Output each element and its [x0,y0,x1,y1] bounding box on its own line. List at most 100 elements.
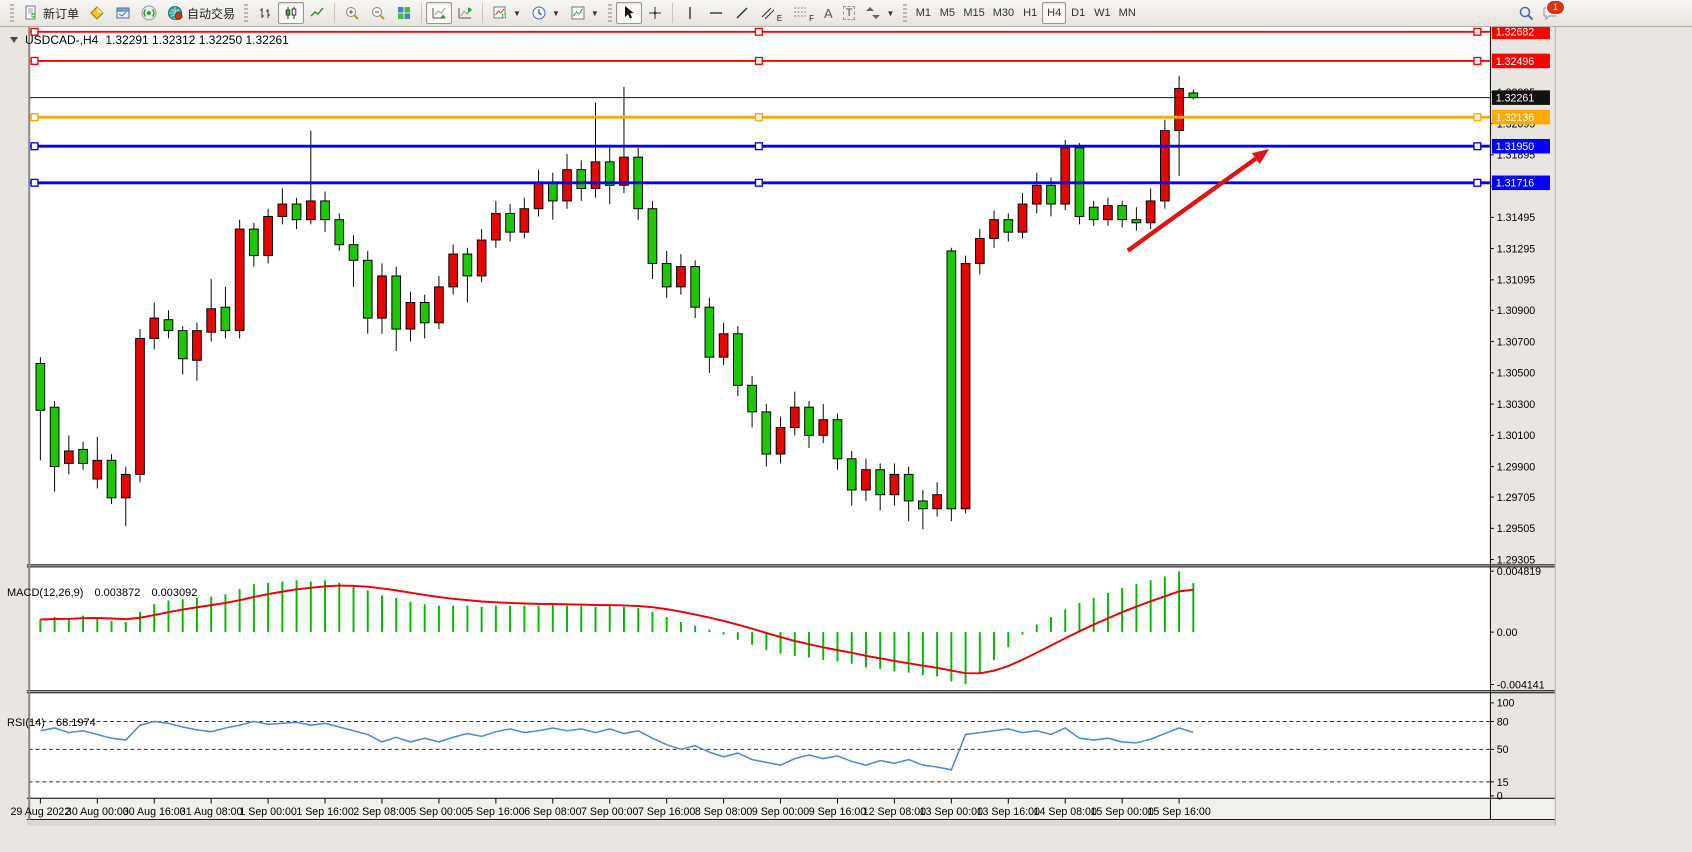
zoom-out-button[interactable] [365,2,391,24]
label-tool-button[interactable]: T [838,2,861,24]
trend-arrow-shaft[interactable] [1126,156,1258,253]
rsi-axis-label: 100 [1497,698,1515,710]
trendline-tool-button[interactable] [729,2,755,24]
price-label-box-1.32136 [1491,109,1550,125]
candle-body [362,259,373,319]
vertical-line-tool-button[interactable] [677,2,703,24]
horizontal-line-icon [709,12,722,14]
time-label: 1 Sep 16:00 [296,806,353,818]
new-order-icon [25,5,36,20]
rsi-axis-label: 0 [1497,791,1503,803]
cursor-tool-button[interactable] [615,2,642,24]
candle-body [704,306,715,358]
timeframe-button-D1[interactable]: D1 [1066,2,1090,24]
candle-body [320,200,330,221]
auto-trading-button[interactable]: 自动交易 [162,2,240,24]
candle-body [932,494,942,510]
macd-plot-area[interactable] [28,567,1490,691]
line-chart-mode-button[interactable] [304,2,330,24]
chart-canvas[interactable]: 1.322951.320951.318951.316951.314951.312… [0,27,1692,852]
timeframe-button-M15[interactable]: M15 [959,2,988,24]
navigator-button[interactable] [110,2,136,24]
trend-arrow-annotation[interactable] [1126,149,1270,253]
chart-region: 1.322951.320951.318951.316951.314951.312… [0,27,1692,852]
hline-handle[interactable] [1473,142,1482,151]
hline-handle[interactable] [1473,178,1482,187]
dropdown-caret: ▼ [513,8,521,18]
hline-handle[interactable] [754,178,763,187]
candle-body [519,208,530,233]
hline-handle[interactable] [754,27,763,36]
hline-handle[interactable] [1473,113,1482,122]
auto-scroll-icon [432,7,447,19]
candle-body [804,406,814,436]
templates-button[interactable]: ▼ [565,2,604,24]
rsi-line [40,720,1194,771]
hline-handle[interactable] [30,178,39,187]
candle-body [1174,87,1184,132]
notifications-button[interactable]: 1 [1542,0,1565,21]
arrows-tool-button[interactable]: ▼ [860,2,899,24]
auto-scroll-button[interactable] [426,2,453,24]
rsi-plot-area[interactable] [28,693,1490,798]
search-icon[interactable] [1518,5,1534,21]
candle-body [476,239,487,277]
chart-plot-area[interactable] [28,27,1490,565]
bar-chart-mode-button[interactable] [252,2,278,24]
candle-body [49,406,60,468]
hline-handle[interactable] [754,142,763,151]
hline-handle[interactable] [30,56,39,65]
signals-button[interactable] [136,2,162,24]
candle-body [775,427,786,455]
candle-body [220,306,231,332]
clock-icon [532,6,546,20]
macd-axis-label: -0.004141 [1497,679,1545,691]
fibonacci-tool-button[interactable]: F [787,2,819,24]
tile-windows-button[interactable] [391,2,417,24]
candlestick-mode-button[interactable] [278,2,305,24]
hline-handle[interactable] [30,113,39,122]
signals-icon [141,5,157,21]
channel-tool-button[interactable]: E [755,2,787,24]
time-axis-strip[interactable] [28,798,1555,821]
candle-body [761,411,772,455]
timeframe-button-W1[interactable]: W1 [1090,2,1115,24]
zoom-in-icon [346,7,359,20]
periods-button[interactable]: ▼ [526,2,565,24]
timeframe-button-H4[interactable]: H4 [1042,2,1067,24]
hline-handle[interactable] [30,27,39,36]
hline-handle[interactable] [754,56,763,65]
timeframe-button-M30[interactable]: M30 [989,2,1018,24]
candle-body [348,244,359,261]
price-axis[interactable]: 1.322951.320951.318951.316951.314951.312… [1489,27,1550,803]
hline-handle[interactable] [1473,27,1482,36]
channel-letter: E [776,14,783,23]
zoom-in-button[interactable] [339,2,365,24]
trend-arrow-head[interactable] [1251,149,1270,165]
indicators-button[interactable]: ▼ [487,2,526,24]
horizontal-line-tool-button[interactable] [703,2,729,24]
text-tool-button[interactable]: A [819,2,838,24]
crosshair-tool-button[interactable] [642,2,668,24]
candle-body [1103,205,1113,221]
time-label: 29 Aug 2022 [10,806,70,818]
market-watch-button[interactable] [84,2,110,24]
hline-handle[interactable] [754,113,763,122]
timeframe-button-H1[interactable]: H1 [1018,2,1042,24]
toolbar-grip [244,4,249,22]
chart-shift-button[interactable] [452,2,478,24]
candle-body [63,450,74,464]
candle-body [419,302,430,324]
hline-handle[interactable] [30,142,39,151]
timeframe-button-MN[interactable]: MN [1115,2,1140,24]
dropdown-caret: ▼ [551,8,560,18]
toolbar-separator [334,3,336,23]
timeframe-button-M1[interactable]: M1 [911,2,935,24]
hline-handle[interactable] [1473,56,1482,65]
timeframe-button-M5[interactable]: M5 [935,2,959,24]
indicators-icon [493,6,507,19]
new-order-button[interactable]: 新订单 [18,2,84,24]
candle-body [818,419,829,436]
candle-body [918,500,928,510]
